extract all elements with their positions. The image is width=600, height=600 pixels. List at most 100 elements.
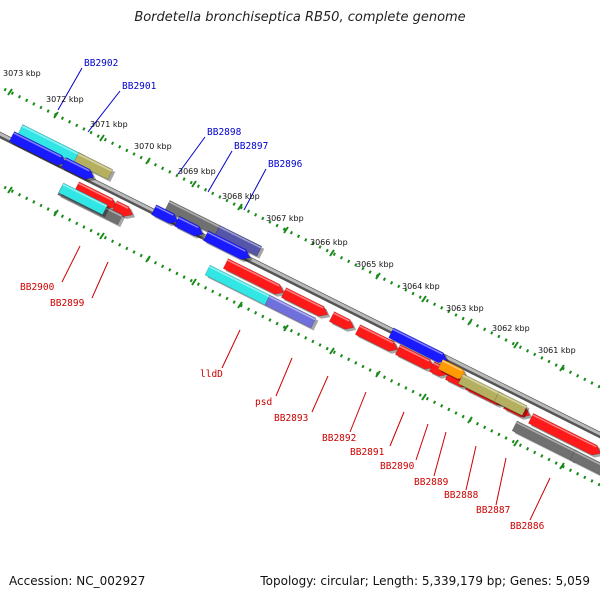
- lower-gene-label: BB2888: [444, 490, 479, 501]
- kbp-labels: 3073 kbp 3072 kbp 3071 kbp 3070 kbp 3069 kbp…: [3, 69, 576, 355]
- gene-BB2887: [493, 391, 528, 417]
- lower-scale-tick: [7, 186, 13, 194]
- lower-leader-line: [433, 431, 447, 477]
- upper-scale-tick: [145, 157, 151, 165]
- lower-scale-tick: [375, 370, 381, 378]
- lower-gene-label: BB2890: [380, 461, 415, 472]
- label-leader-lines: [57, 67, 551, 521]
- gene-blue-2-highlight: [65, 158, 90, 172]
- lower-gene-label: psd: [255, 397, 272, 408]
- lower-gene-label: BB2899: [50, 298, 85, 309]
- gene-red-5: [328, 311, 355, 330]
- upper-scale-tick: [513, 341, 519, 349]
- gene-gray-end: [569, 449, 600, 476]
- gene-BB2888-highlight: [462, 374, 503, 396]
- gene-blue-3-highlight: [155, 205, 174, 216]
- upper-gene-label: BB2902: [84, 58, 118, 69]
- kbp-label: 3063 kbp: [446, 304, 484, 313]
- upper-scale-tick: [329, 249, 335, 257]
- lower-gene-label: lldD: [200, 369, 223, 380]
- lower-gene-label: BB2889: [414, 477, 449, 488]
- lower-scale-tick: [53, 209, 59, 217]
- lower-scale-tick: [145, 255, 151, 263]
- kbp-label: 3064 kbp: [402, 282, 440, 291]
- upper-scale-tick: [559, 364, 565, 372]
- upper-scale-tick: [283, 226, 289, 234]
- map-title: Bordetella bronchiseptica RB50, complete…: [134, 10, 466, 25]
- upper-scale-tick: [421, 295, 427, 303]
- gene-red-7: [394, 344, 435, 370]
- lower-gene-label: BB2900: [20, 282, 55, 293]
- upper-gene-label: BB2898: [207, 127, 242, 138]
- lower-leader-line: [221, 329, 241, 369]
- gene-red-7-highlight: [399, 345, 430, 362]
- gene-red-3-highlight: [227, 259, 280, 287]
- gene-red-12-highlight: [532, 414, 597, 448]
- gene-red-2-highlight: [116, 201, 129, 209]
- gene-red-1-highlight: [78, 182, 113, 201]
- gene-blue-5: [203, 230, 251, 260]
- kbp-label: 3067 kbp: [266, 214, 304, 223]
- upper-scale-tick: [53, 111, 59, 119]
- lower-leader-line: [529, 477, 551, 521]
- gene-red-3: [222, 258, 285, 295]
- kbp-label: 3072 kbp: [46, 95, 84, 104]
- lower-leader-line: [415, 423, 429, 461]
- gene-BB2893: [264, 294, 317, 329]
- lower-scale-tick: [237, 301, 243, 309]
- lower-leader-line: [495, 457, 507, 506]
- gene-orange-highlight: [441, 360, 463, 372]
- gene-BB2901: [73, 152, 114, 180]
- lower-leader-line: [465, 445, 477, 491]
- lower-scale-tick: [191, 278, 197, 286]
- gene-blue-1-highlight: [13, 132, 62, 158]
- genome-summary-text: Topology: circular; Length: 5,339,179 bp…: [260, 574, 590, 588]
- scale-dotted-lines: [0, 85, 600, 487]
- gene-BB2902-highlight: [21, 125, 85, 158]
- lower-leader-line: [389, 411, 405, 447]
- kbp-label: 3070 kbp: [134, 142, 172, 151]
- gene-red-5-highlight: [333, 312, 350, 322]
- lower-scale-tick: [513, 439, 519, 447]
- lower-scale-tick: [467, 416, 473, 424]
- lower-scale-line: [0, 183, 600, 487]
- upper-scale-tick: [7, 88, 13, 96]
- gene-features: [8, 124, 600, 476]
- upper-scale-tick: [99, 134, 105, 142]
- upper-scale-line: [0, 85, 600, 389]
- gene-lldD-highlight: [208, 265, 270, 298]
- kbp-label: 3069 kbp: [178, 167, 216, 176]
- gene-blue-5-highlight: [207, 231, 246, 252]
- lower-leader-line: [275, 357, 293, 397]
- gene-red-4-highlight: [285, 288, 324, 309]
- gene-gray-end-highlight: [573, 450, 600, 466]
- lower-leader-line: [91, 261, 109, 299]
- kbp-label: 3061 kbp: [538, 346, 576, 355]
- lower-leader-line: [349, 391, 367, 433]
- kbp-label: 3068 kbp: [222, 192, 260, 201]
- lower-scale-tick: [421, 393, 427, 401]
- upper-leader-line: [87, 90, 121, 133]
- gene-red-6: [354, 324, 399, 352]
- upper-scale-tick: [191, 180, 197, 188]
- gene-blue-4: [174, 215, 204, 237]
- upper-leader-line: [177, 136, 206, 175]
- lower-leader-line: [311, 375, 329, 413]
- lower-gene-label: BB2887: [476, 505, 510, 516]
- gene-BB2898-highlight: [168, 201, 220, 228]
- lower-scale-tick: [559, 462, 565, 470]
- lower-scale-tick: [329, 347, 335, 355]
- gene-BB2901-highlight: [77, 153, 113, 172]
- upper-leader-line: [207, 150, 233, 193]
- kbp-label: 3066 kbp: [310, 238, 348, 247]
- gene-red-4: [280, 287, 329, 317]
- upper-scale-tick: [375, 272, 381, 280]
- kbp-label: 3071 kbp: [90, 120, 128, 129]
- gene-BB2896-highlight: [218, 226, 262, 249]
- gene-red-12: [527, 412, 600, 456]
- lower-gene-label: BB2893: [274, 413, 308, 424]
- lower-gene-label: BB2891: [350, 447, 385, 458]
- lower-gene-label: BB2886: [510, 521, 545, 532]
